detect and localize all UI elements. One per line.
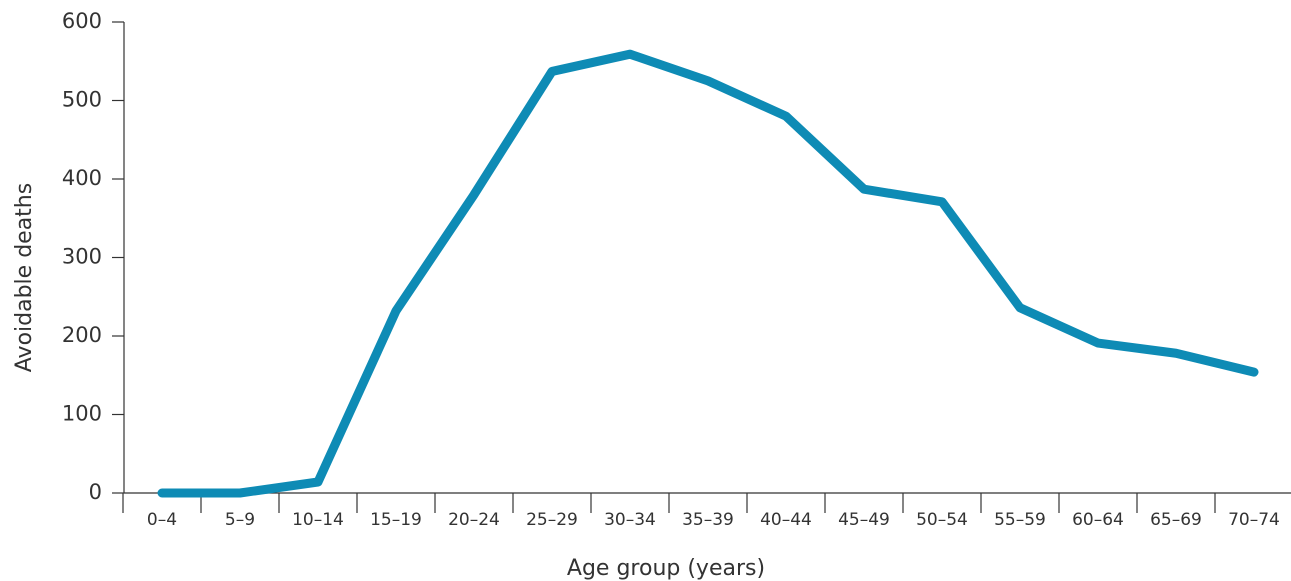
data-point [1097, 342, 1099, 344]
x-tick-label: 15–19 [370, 510, 422, 530]
y-tick-label: 400 [62, 166, 102, 190]
x-tick-label: 0–4 [147, 510, 177, 530]
y-axis: 0 100 200 300 400 500 600 [62, 9, 125, 504]
y-tick-label: 500 [62, 88, 102, 112]
data-point [863, 188, 865, 190]
data-point [1253, 371, 1255, 373]
y-tick-label: 600 [62, 9, 102, 33]
data-point [785, 115, 787, 117]
data-point [473, 194, 475, 196]
y-tick-label: 200 [62, 323, 102, 347]
y-tick-label: 100 [62, 402, 102, 426]
data-point [239, 492, 241, 494]
series-layer [157, 49, 1259, 498]
data-point [161, 492, 163, 494]
data-point [707, 80, 709, 82]
data-point [317, 481, 319, 483]
x-tick-label: 50–54 [916, 510, 968, 530]
data-point [1019, 307, 1021, 309]
data-point [629, 53, 631, 55]
x-axis: 0–4 5–9 10–14 15–19 20–24 25–29 30–34 35–39 40–4… [122, 492, 1291, 530]
x-tick-label: 60–64 [1072, 510, 1124, 530]
series-line [157, 49, 1259, 498]
x-tick-label: 70–74 [1228, 510, 1280, 530]
y-tick-label: 0 [89, 480, 102, 504]
x-tick-label: 30–34 [604, 510, 656, 530]
x-tick-label: 5–9 [225, 510, 255, 530]
y-tick-label: 300 [62, 245, 102, 269]
data-point [395, 310, 397, 312]
x-tick-label: 10–14 [292, 510, 344, 530]
x-tick-label: 55–59 [994, 510, 1046, 530]
x-tick-label: 20–24 [448, 510, 500, 530]
x-tick-label: 45–49 [838, 510, 890, 530]
x-tick-label: 35–39 [682, 510, 734, 530]
x-tick-label: 25–29 [526, 510, 578, 530]
data-point [551, 70, 553, 72]
x-tick-label: 40–44 [760, 510, 812, 530]
data-point [941, 201, 943, 203]
data-point [1175, 352, 1177, 354]
x-axis-title: Age group (years) [567, 556, 765, 581]
x-tick-label: 65–69 [1150, 510, 1202, 530]
y-axis-title: Avoidable deaths [12, 183, 37, 372]
